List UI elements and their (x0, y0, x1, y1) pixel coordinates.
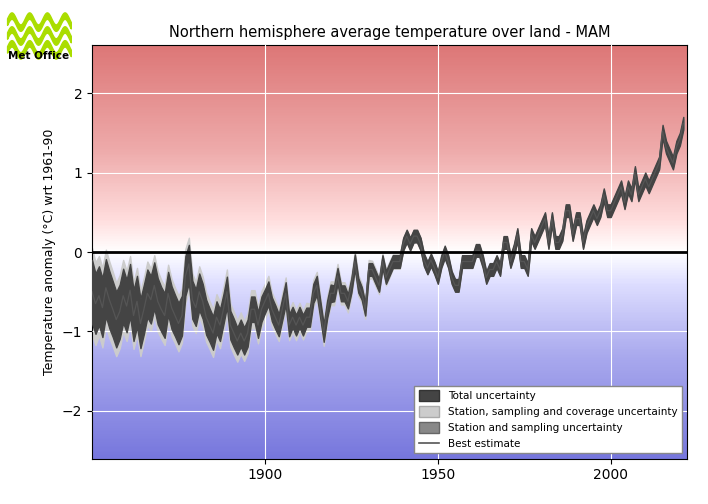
Best estimate (358, 290, 366, 296)
Y-axis label: Temperature anomaly (°C) wrt 1961-90: Temperature anomaly (°C) wrt 1961-90 (43, 129, 56, 375)
Best estimate (233, 338, 241, 344)
Line: Best estimate: Best estimate (92, 123, 683, 341)
Best estimate (132, 298, 141, 304)
Best estimate (88, 289, 96, 295)
Best estimate (679, 120, 687, 127)
Title: Northern hemisphere average temperature over land - MAM: Northern hemisphere average temperature … (169, 25, 610, 40)
Best estimate (281, 290, 290, 296)
Legend: Total uncertainty, Station, sampling and coverage uncertainty, Station and sampl: Total uncertainty, Station, sampling and… (414, 386, 682, 454)
Best estimate (406, 241, 414, 247)
Best estimate (440, 249, 449, 255)
Best estimate (264, 290, 273, 296)
Text: Met Office: Met Office (8, 51, 69, 61)
